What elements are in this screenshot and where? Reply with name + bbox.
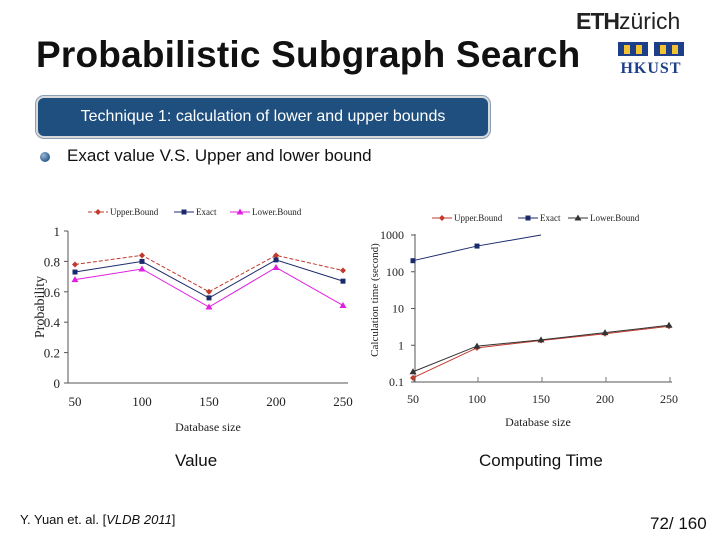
page-number: 72/ 160 [650, 514, 707, 533]
caption-value: Value [175, 451, 218, 470]
left-point-exact [340, 278, 346, 284]
citation-footnote: Y. Yuan et. al. [VLDB 2011] [20, 512, 176, 527]
caption-computing-time: Computing Time [479, 451, 603, 470]
left-series-line-upper [74, 254, 344, 293]
left-xlabel: Database size [175, 420, 241, 434]
right-point-lower [409, 368, 417, 375]
technique-banner: Technique 1: calculation of lower and up… [36, 96, 490, 138]
eth-zurich-logo: ETHzürich [576, 8, 681, 34]
left-legend-marker-upper [95, 209, 101, 215]
left-point-lower [71, 276, 79, 283]
page-title: Probabilistic Subgraph Search [36, 34, 581, 75]
left-point-lower [138, 265, 146, 272]
right-point-lower [473, 342, 481, 349]
right-xtick-label: 250 [660, 392, 678, 406]
right-legend-label-exact: Exact [540, 213, 561, 223]
left-ytick-label: 0.6 [44, 285, 61, 300]
left-ytick-label: 0.8 [44, 254, 60, 269]
right-ytick-label: 1000 [380, 228, 404, 242]
right-chart: 0.1 1 10 100 1000 50 100 150 200 250 Upper.Bound E… [369, 213, 678, 429]
right-ytick-label: 0.1 [389, 375, 404, 389]
right-legend-label-upper: Upper.Bound [454, 213, 503, 223]
right-point-lower [665, 321, 673, 328]
left-xtick-label: 200 [266, 394, 286, 409]
left-xtick-label: 250 [333, 394, 353, 409]
right-point-upper [410, 374, 416, 381]
left-legend-label-lower: Lower.Bound [252, 207, 302, 217]
right-ytick-label: 10 [392, 302, 404, 316]
right-legend-label-lower: Lower.Bound [590, 213, 640, 223]
left-legend-label-upper: Upper.Bound [110, 207, 159, 217]
right-xtick-label: 200 [596, 392, 614, 406]
left-legend-label-exact: Exact [196, 207, 217, 217]
left-point-upper [206, 288, 212, 295]
left-point-lower [272, 263, 280, 270]
left-xtick-label: 100 [132, 394, 152, 409]
bullet-icon [40, 152, 50, 162]
right-point-exact [410, 258, 416, 264]
left-xtick-label: 150 [199, 394, 219, 409]
right-series-line-upper [412, 325, 670, 379]
right-point-exact [474, 243, 480, 249]
left-ytick-label: 0.4 [44, 315, 61, 330]
left-ytick-label: 0 [54, 376, 61, 391]
right-xtick-label: 100 [468, 392, 486, 406]
left-point-exact [139, 258, 145, 264]
left-legend-marker-exact [181, 209, 187, 215]
right-legend-marker-upper [439, 215, 445, 221]
left-ytick-label: 1 [54, 224, 61, 239]
right-legend-marker-exact [525, 215, 531, 221]
left-point-exact [206, 295, 212, 301]
right-xlabel: Database size [505, 415, 571, 429]
bullet-text: Exact value V.S. Upper and lower bound [67, 146, 372, 165]
right-ytick-label: 100 [386, 265, 404, 279]
svg-text:HKUST: HKUST [620, 60, 681, 76]
right-point-lower [537, 336, 545, 343]
left-point-lower [205, 303, 213, 310]
left-point-lower [339, 301, 347, 308]
left-legend-marker-lower [236, 208, 244, 215]
right-ylabel: Calculation time (second) [369, 243, 381, 357]
right-xtick-label: 50 [407, 392, 419, 406]
right-series-line-lower [412, 324, 670, 373]
right-legend-marker-lower [574, 214, 582, 221]
hkust-logo: HKUST [618, 42, 684, 76]
left-point-upper [72, 261, 78, 268]
left-point-upper [273, 252, 279, 259]
left-ylabel: Probability [33, 276, 48, 338]
right-xtick-label: 150 [532, 392, 550, 406]
left-series-line-lower [74, 266, 344, 308]
right-ytick-label: 1 [398, 338, 404, 352]
left-point-upper [139, 252, 145, 259]
left-xtick-label: 50 [69, 394, 82, 409]
left-point-exact [72, 269, 78, 275]
left-point-upper [340, 267, 346, 274]
right-point-lower [601, 329, 609, 336]
left-ytick-label: 0.2 [44, 346, 60, 361]
left-point-exact [273, 257, 279, 263]
